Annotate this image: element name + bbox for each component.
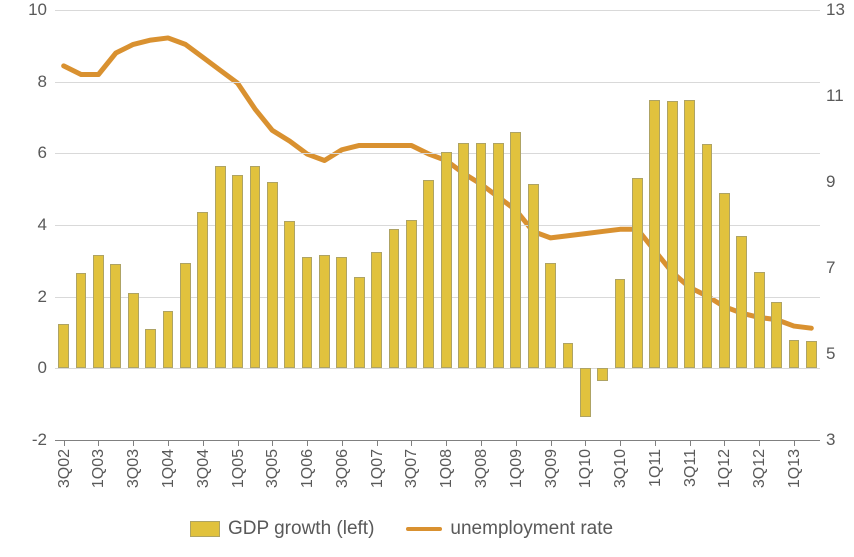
- x-tick-label: 1Q05: [230, 449, 248, 488]
- bar: [458, 143, 469, 369]
- bar: [649, 100, 660, 369]
- bar: [736, 236, 747, 369]
- x-axis-line: [55, 440, 820, 441]
- x-tick-label: 3Q04: [195, 449, 213, 488]
- x-tick-label: 1Q08: [438, 449, 456, 488]
- bar: [93, 255, 104, 368]
- bar: [580, 368, 591, 416]
- legend-label-bars: GDP growth (left): [228, 518, 374, 540]
- x-tick-label: 3Q05: [264, 449, 282, 488]
- y-tick-left: 0: [0, 358, 47, 378]
- bar: [267, 182, 278, 368]
- x-tick-label: 3Q03: [125, 449, 143, 488]
- x-tick-label: 1Q06: [299, 449, 317, 488]
- x-tick-label: 1Q10: [577, 449, 595, 488]
- plot-area: [55, 10, 820, 440]
- bar: [110, 264, 121, 368]
- bar: [406, 220, 417, 369]
- chart-container: -2 0 2 4 6 8 10 3 5 7 9 11 13 3Q02 1Q03 3Q03 1Q04 3Q04 1…: [0, 0, 854, 557]
- bar: [250, 166, 261, 368]
- y-tick-right: 11: [826, 86, 844, 106]
- bar: [771, 302, 782, 368]
- bar: [806, 341, 817, 368]
- x-tick-label: 3Q09: [543, 449, 561, 488]
- y-tick-right: 13: [826, 0, 845, 20]
- bar: [354, 277, 365, 368]
- x-tick-label: 1Q03: [90, 449, 108, 488]
- legend: GDP growth (left) unemployment rate: [190, 518, 613, 540]
- bar: [180, 263, 191, 369]
- bar: [163, 311, 174, 368]
- bar: [423, 180, 434, 368]
- bar: [510, 132, 521, 369]
- bar: [597, 368, 608, 381]
- bar: [615, 279, 626, 369]
- y-tick-right: 7: [826, 258, 835, 278]
- bar: [371, 252, 382, 368]
- bar: [76, 273, 87, 368]
- bar: [476, 143, 487, 369]
- y-tick-left: 10: [0, 0, 47, 20]
- bar: [441, 152, 452, 369]
- legend-item-bars: GDP growth (left): [190, 518, 374, 540]
- y-tick-left: 4: [0, 215, 47, 235]
- x-tick-label: 3Q11: [682, 449, 700, 487]
- x-tick-label: 3Q06: [334, 449, 352, 488]
- bar: [58, 324, 69, 369]
- x-tick-label: 1Q07: [369, 449, 387, 488]
- y-tick-left: 6: [0, 143, 47, 163]
- legend-swatch-line-icon: [406, 527, 442, 531]
- bar: [336, 257, 347, 368]
- bar: [702, 144, 713, 368]
- x-tick-label: 3Q12: [751, 449, 769, 488]
- x-tick-label: 3Q02: [56, 449, 74, 488]
- bar: [528, 184, 539, 369]
- gridline: [55, 10, 820, 11]
- bar: [563, 343, 574, 368]
- gridline: [55, 368, 820, 369]
- x-tick-label: 3Q10: [612, 449, 630, 488]
- bar: [389, 229, 400, 369]
- y-tick-left: -2: [0, 430, 47, 450]
- x-tick-label: 1Q12: [716, 449, 734, 488]
- bar: [302, 257, 313, 368]
- x-tick-label: 1Q13: [786, 449, 804, 488]
- bar: [632, 178, 643, 368]
- x-tick-label: 3Q08: [473, 449, 491, 488]
- legend-label-line: unemployment rate: [450, 518, 613, 540]
- bar: [215, 166, 226, 368]
- bar: [667, 101, 678, 368]
- y-tick-right: 3: [826, 430, 835, 450]
- x-tick-label: 3Q07: [403, 449, 421, 488]
- bar: [545, 263, 556, 369]
- bar: [197, 212, 208, 368]
- bar: [319, 255, 330, 368]
- y-tick-left: 8: [0, 72, 47, 92]
- y-tick-right: 9: [826, 172, 835, 192]
- bar: [684, 100, 695, 369]
- y-tick-right: 5: [826, 344, 835, 364]
- bar: [284, 221, 295, 368]
- x-tick-label: 1Q09: [508, 449, 526, 488]
- x-tick-label: 1Q04: [160, 449, 178, 488]
- bar: [232, 175, 243, 369]
- legend-swatch-bar-icon: [190, 521, 220, 537]
- gridline: [55, 82, 820, 83]
- bar: [754, 272, 765, 369]
- bar: [145, 329, 156, 368]
- bar: [789, 340, 800, 369]
- legend-item-line: unemployment rate: [406, 518, 613, 540]
- bar: [128, 293, 139, 368]
- x-tick-label: 1Q11: [647, 449, 665, 487]
- bar: [719, 193, 730, 369]
- y-tick-left: 2: [0, 287, 47, 307]
- bar: [493, 143, 504, 369]
